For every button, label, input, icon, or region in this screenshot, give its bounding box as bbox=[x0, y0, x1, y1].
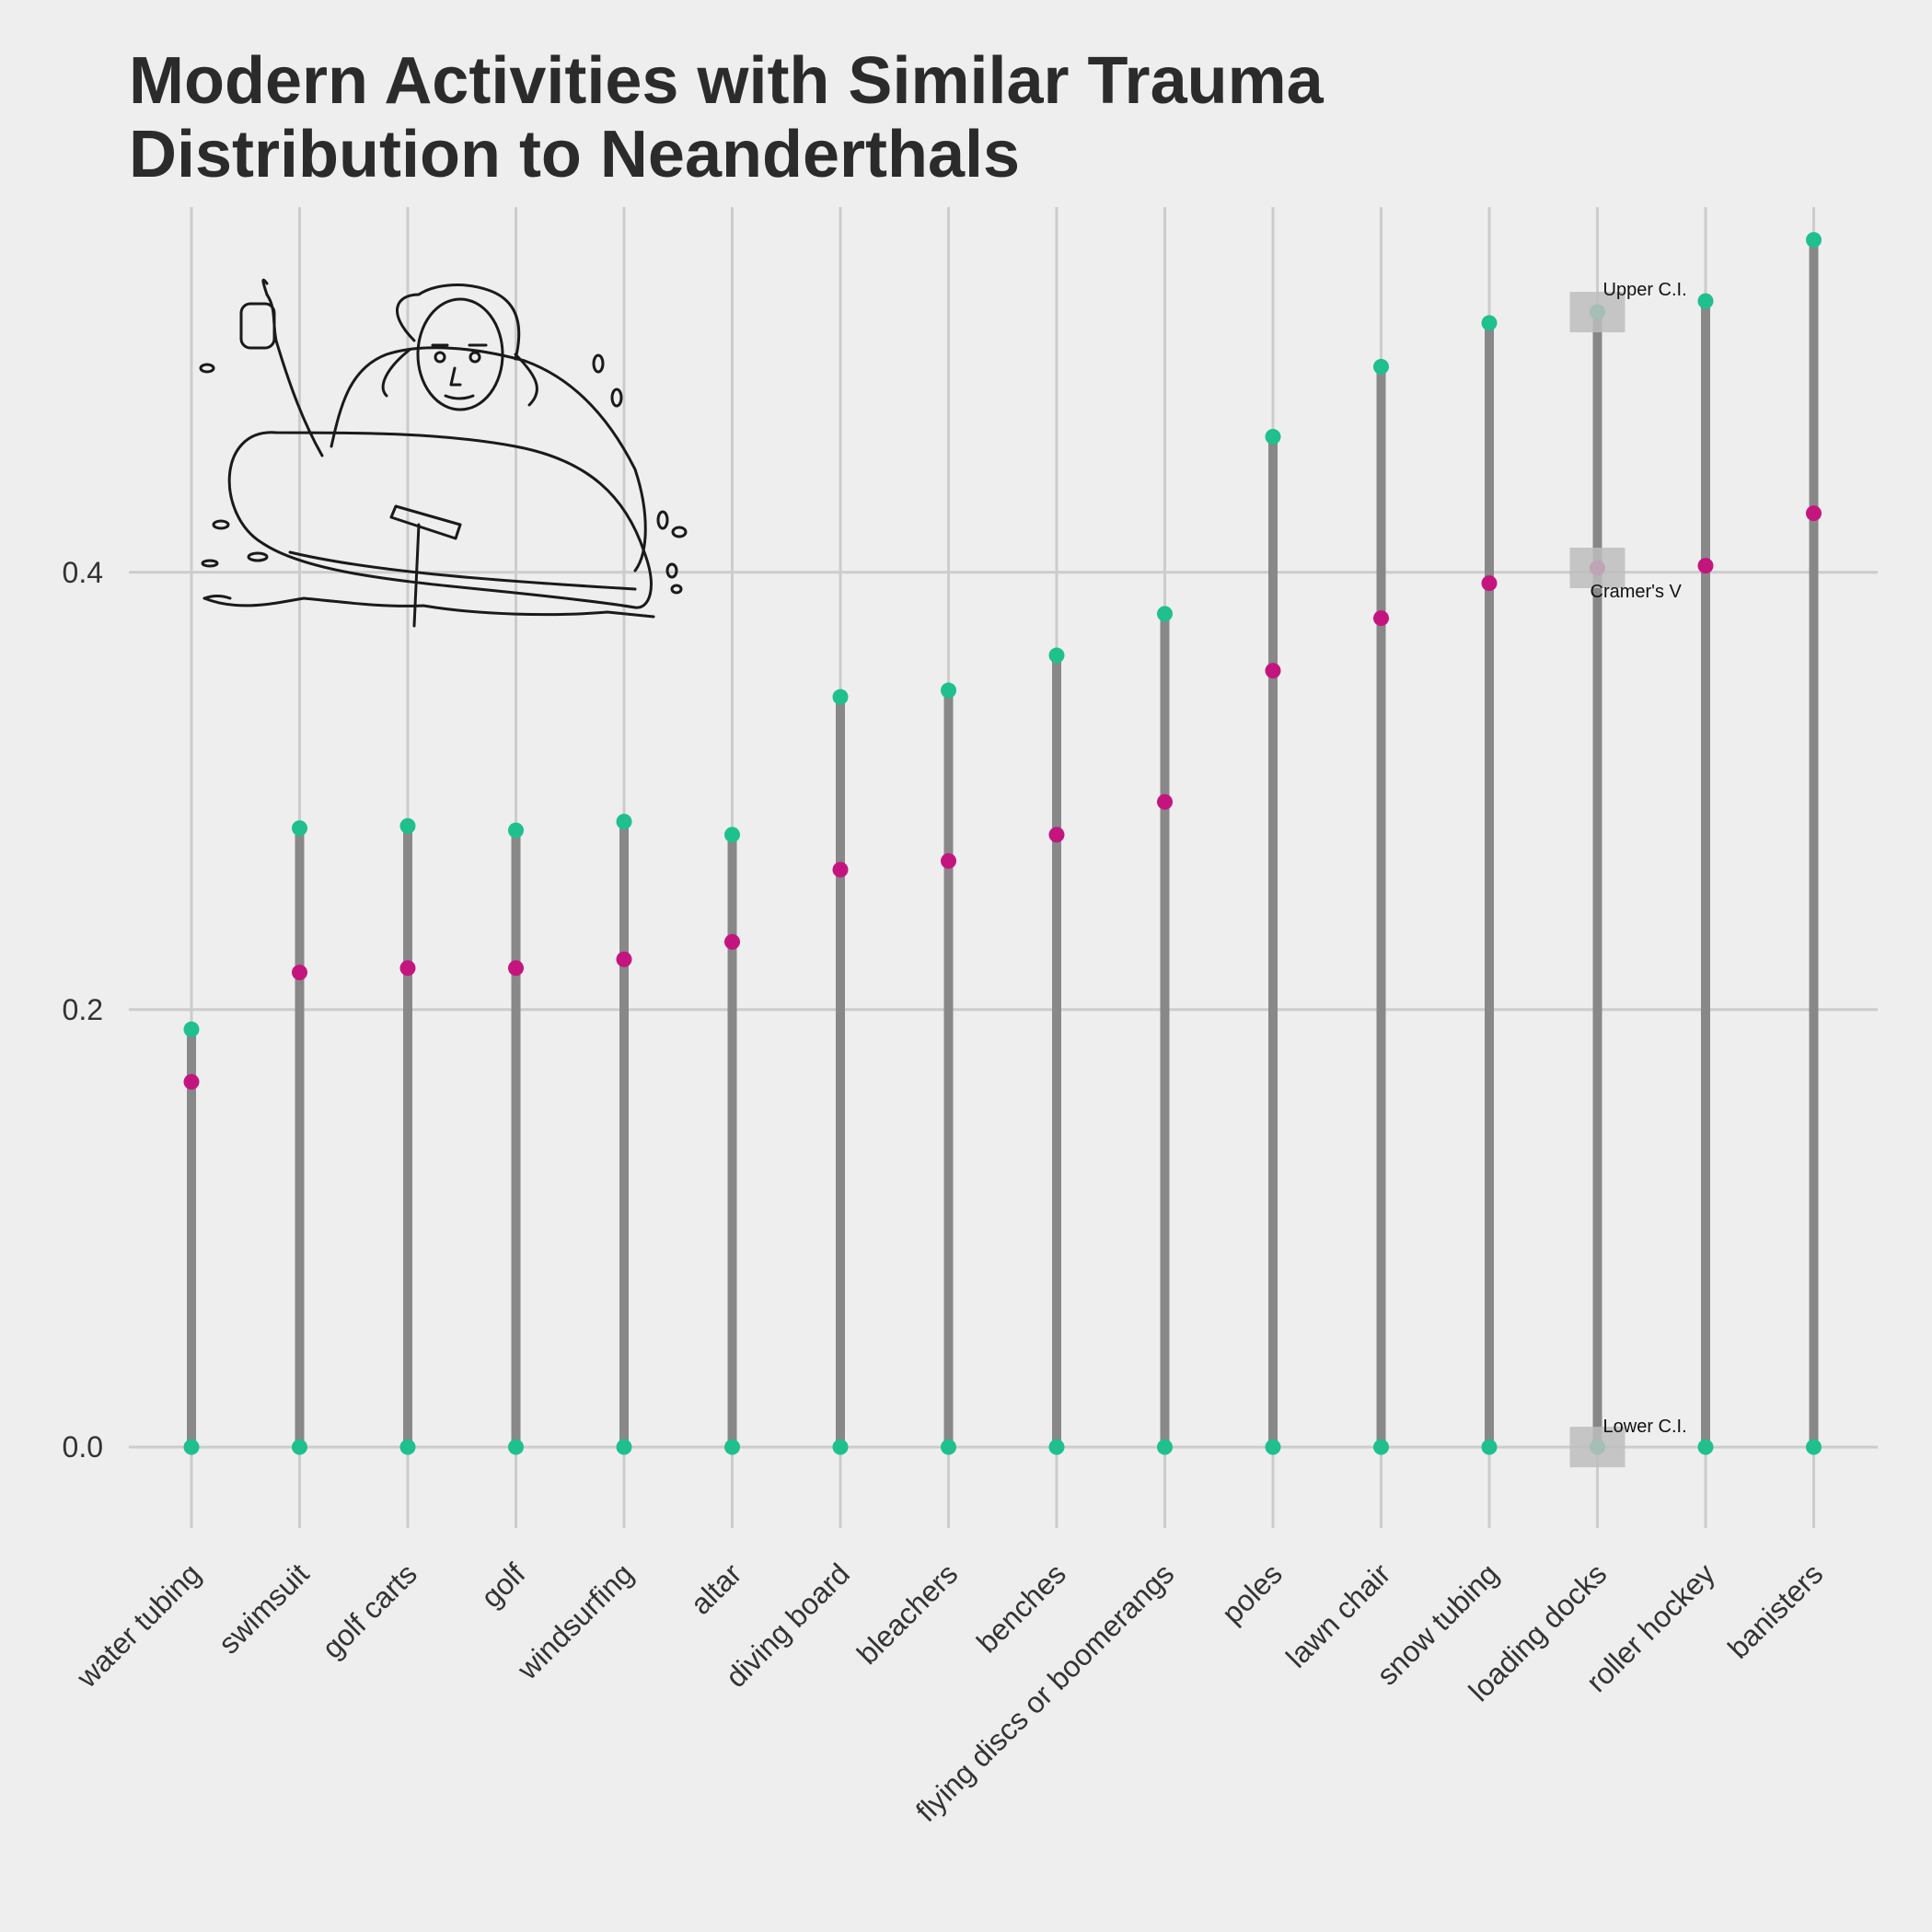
chart-title-line-1: Modern Activities with Similar Trauma bbox=[129, 44, 1324, 118]
cramers-v-point bbox=[1265, 663, 1281, 679]
cramers-v-point bbox=[1806, 505, 1822, 522]
upper-ci-annotation: Upper C.I. bbox=[1603, 280, 1687, 300]
lower-ci-point bbox=[941, 1439, 956, 1455]
grid-layer bbox=[129, 207, 1878, 1528]
cramers-v-point bbox=[508, 960, 524, 977]
lower-ci-point bbox=[292, 1439, 307, 1455]
lower-ci-point bbox=[1157, 1439, 1173, 1455]
upper-ci-point bbox=[508, 822, 524, 839]
lower-ci-point bbox=[832, 1439, 849, 1455]
lower-ci-annotation-box bbox=[1569, 1427, 1625, 1468]
x-tick-label: lawn chair bbox=[1279, 1556, 1397, 1674]
lower-ci-point bbox=[1373, 1439, 1389, 1455]
x-tick-label: banisters bbox=[1721, 1556, 1829, 1664]
x-tick-label: benches bbox=[970, 1556, 1072, 1659]
lower-ci-point bbox=[724, 1439, 740, 1455]
upper-ci-point bbox=[1697, 293, 1714, 309]
upper-ci-annotation-box bbox=[1569, 292, 1625, 333]
upper-ci-point bbox=[616, 814, 632, 830]
data-layer bbox=[183, 232, 1822, 1455]
x-tick-label: bleachers bbox=[850, 1556, 965, 1671]
upper-ci-point bbox=[724, 827, 740, 843]
lower-ci-point bbox=[183, 1439, 200, 1455]
lower-ci-annotation: Lower C.I. bbox=[1603, 1417, 1687, 1437]
cramers-v-point bbox=[941, 852, 956, 869]
cramers-v-point bbox=[183, 1073, 200, 1090]
lower-ci-point bbox=[1048, 1439, 1065, 1455]
x-tick-label: water tubing bbox=[70, 1556, 207, 1694]
annotation-layer: Upper C.I. Cramer's V Lower C.I. bbox=[1569, 280, 1687, 1468]
cramers-v-point bbox=[1373, 610, 1389, 627]
cramers-v-point bbox=[1481, 575, 1498, 592]
upper-ci-point bbox=[1806, 232, 1822, 249]
upper-ci-point bbox=[941, 682, 956, 699]
x-tick-label: windsurfing bbox=[510, 1556, 640, 1686]
cramers-v-point bbox=[1697, 558, 1714, 574]
x-tick-label: golf bbox=[475, 1556, 532, 1614]
lower-ci-point bbox=[1697, 1439, 1714, 1455]
cramers-v-annotation: Cramer's V bbox=[1591, 582, 1683, 602]
cramers-v-point bbox=[1157, 793, 1173, 810]
upper-ci-point bbox=[1048, 647, 1065, 664]
cramers-v-point bbox=[399, 960, 416, 977]
x-tick-label: golf carts bbox=[316, 1556, 423, 1664]
cramers-v-annotation-box bbox=[1569, 548, 1625, 589]
lower-ci-point bbox=[1265, 1439, 1281, 1455]
x-tick-label: swimsuit bbox=[212, 1556, 315, 1660]
upper-ci-point bbox=[183, 1021, 200, 1037]
x-tick-label: altar bbox=[684, 1556, 748, 1621]
lower-ci-point bbox=[1806, 1439, 1822, 1455]
y-tick-label: 0.4 bbox=[63, 556, 103, 589]
y-tick-label: 0.0 bbox=[63, 1430, 103, 1463]
upper-ci-point bbox=[832, 688, 849, 705]
y-tick-label: 0.2 bbox=[63, 993, 103, 1026]
cramers-v-point bbox=[616, 951, 632, 967]
cramers-v-point bbox=[1048, 827, 1065, 843]
neanderthal-tubing-illustration bbox=[199, 278, 688, 628]
cramers-v-point bbox=[832, 862, 849, 878]
lower-ci-point bbox=[508, 1439, 524, 1455]
lower-ci-point bbox=[1481, 1439, 1498, 1455]
upper-ci-point bbox=[1157, 606, 1173, 622]
chart-title: Modern Activities with Similar Trauma Di… bbox=[129, 44, 1694, 191]
upper-ci-point bbox=[1481, 315, 1498, 331]
cramers-v-point bbox=[724, 933, 740, 950]
upper-ci-point bbox=[1265, 428, 1281, 445]
upper-ci-point bbox=[1373, 358, 1389, 375]
x-tick-label: poles bbox=[1215, 1556, 1289, 1630]
lower-ci-point bbox=[616, 1439, 632, 1455]
chart-title-line-2: Distribution to Neanderthals bbox=[129, 118, 1021, 191]
lower-ci-point bbox=[399, 1439, 416, 1455]
upper-ci-point bbox=[292, 820, 307, 837]
upper-ci-point bbox=[399, 817, 416, 834]
cramers-v-point bbox=[292, 965, 307, 981]
